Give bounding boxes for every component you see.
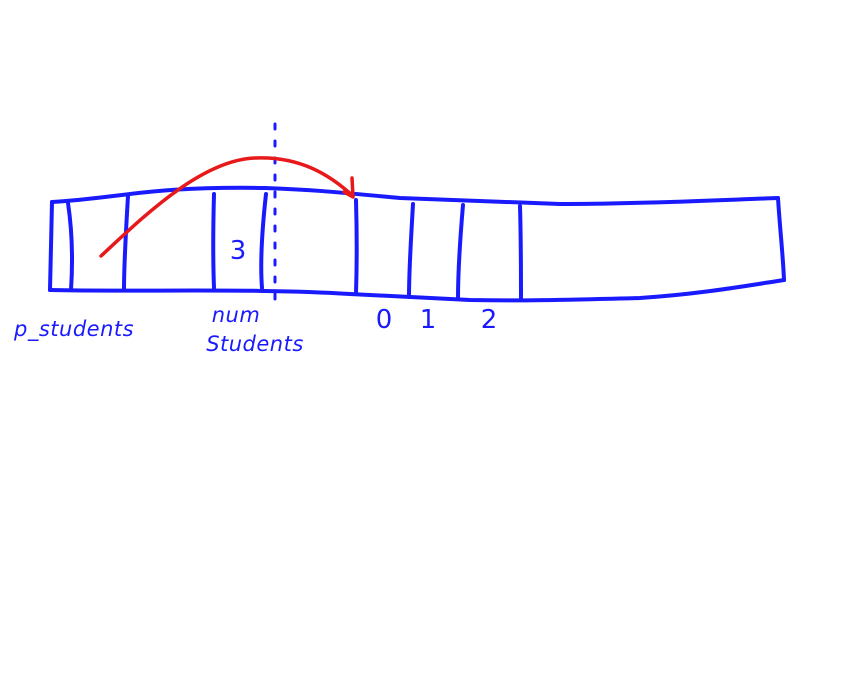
pointer-arrow-shaft: [99, 156, 355, 258]
num-label: num: [212, 303, 261, 327]
cell-divider: [122, 194, 130, 292]
p-students-label: p_students: [13, 317, 134, 342]
memory-strip-right-edge: [776, 196, 786, 282]
array-index-1: 1: [420, 305, 437, 335]
cell-divider: [354, 198, 359, 295]
cell-divider: [407, 202, 415, 299]
cell-divider: [66, 201, 74, 292]
memory-strip-bottom-edge: [48, 278, 786, 303]
memory-strip: [48, 185, 786, 303]
memory-strip-left-edge: [48, 200, 54, 292]
cell-divider: [456, 203, 465, 301]
num-students-value: 3: [230, 236, 247, 266]
students-label: Students: [206, 332, 304, 356]
pointer-arrow-head: [342, 176, 355, 199]
pointer-arrow: [99, 156, 355, 258]
array-index-2: 2: [481, 305, 498, 335]
cell-divider: [518, 204, 523, 302]
memory-strip-top-edge: [50, 185, 780, 206]
cell-divider: [211, 192, 216, 290]
cell-divider: [259, 192, 268, 290]
array-index-0: 0: [376, 305, 393, 335]
